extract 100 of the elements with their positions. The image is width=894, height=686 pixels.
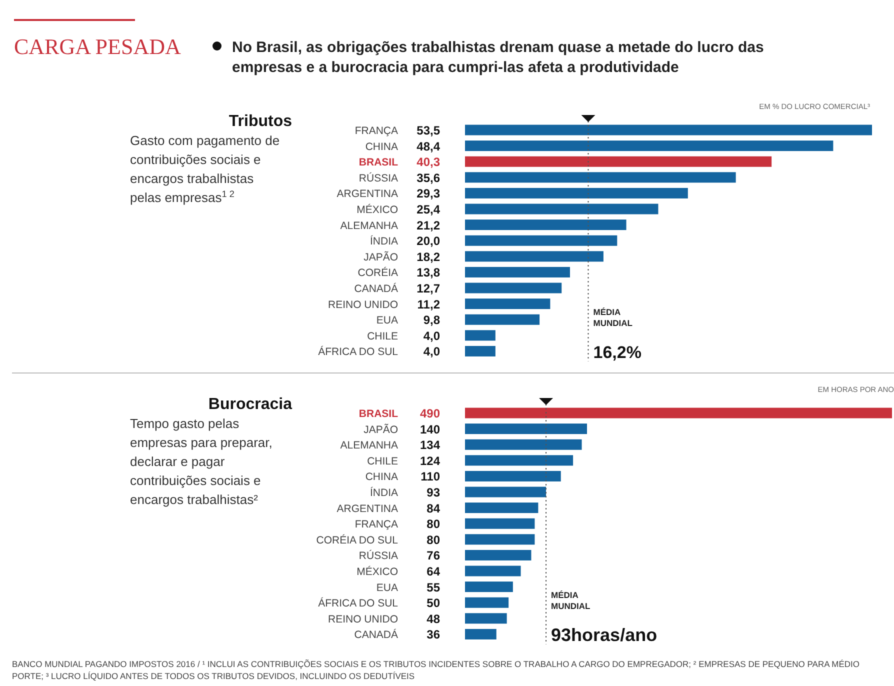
y-tick-label: CHILE	[367, 330, 398, 342]
bar	[465, 140, 834, 152]
bar	[465, 156, 772, 167]
y-tick-label: ÍNDIA	[370, 234, 398, 248]
y-tick-label: CORÉIA DO SUL	[316, 533, 398, 546]
ref-line-label: MÉDIA MUNDIAL	[593, 307, 632, 328]
bar	[465, 251, 604, 262]
y-tick-label: CANADÁ	[354, 628, 398, 642]
bar	[465, 518, 535, 529]
bar	[465, 613, 507, 624]
data-label: 18,2	[416, 250, 440, 264]
y-tick-label: ALEMANHA	[340, 220, 398, 232]
data-label: 25,4	[416, 202, 440, 216]
data-label: 4,0	[423, 344, 440, 359]
bar	[465, 298, 550, 310]
y-tick-label: MÉXICO	[356, 203, 398, 216]
y-tick-label: REINO UNIDO	[328, 613, 398, 626]
y-tick-label: ALEMANHA	[340, 440, 398, 452]
data-label: 53,5	[416, 124, 440, 138]
bar	[465, 204, 658, 214]
y-tick-label: CORÉIA	[358, 266, 398, 280]
text: Tempo gasto pelas empresas para preparar, declarar e pagar contribuições sociais e encargos trabalhistas²	[130, 416, 272, 507]
y-tick-label: MÉXICO	[356, 565, 398, 578]
bar	[465, 439, 582, 450]
text: Tributos	[228, 113, 292, 130]
data-label: 124	[420, 454, 440, 468]
y-tick-label: ÁFRICA DO SUL	[318, 596, 398, 610]
data-label: 93	[426, 486, 440, 500]
data-label: 76	[426, 548, 440, 563]
y-tick-label: FRANÇA	[354, 518, 398, 531]
y-tick-label: CANADÁ	[354, 282, 398, 295]
data-label: 110	[420, 470, 440, 484]
y-tick-label: JAPÃO	[364, 250, 398, 264]
y-tick-label: BRASIL	[358, 408, 399, 420]
bar	[465, 582, 513, 592]
data-label: 21,2	[416, 218, 440, 232]
bar	[465, 346, 496, 356]
bar	[465, 455, 574, 466]
bar	[465, 424, 587, 434]
data-label: 48	[426, 612, 440, 626]
data-label: 80	[426, 532, 440, 547]
bar	[465, 188, 688, 198]
bar	[465, 470, 561, 482]
bar	[465, 628, 496, 640]
y-tick-label: JAPÃO	[364, 422, 398, 436]
data-label: 140	[420, 422, 440, 436]
y-tick-label: EUA	[376, 582, 398, 594]
data-label: 40,3	[416, 155, 440, 170]
y-tick-label: CHINA	[365, 140, 398, 153]
data-label: 20,0	[416, 234, 440, 248]
data-label: 11,2	[417, 297, 440, 312]
y-tick-label: CHINA	[365, 471, 398, 484]
text: BANCO MUNDIAL PAGANDO IMPOSTOS 2016 / ¹ INCLUI AS CONTRIBUIÇÕES SOCIAIS E OS TRIBUTOS INCIDENTES SOBRE O TRABALHO A CARGO DO EMPREGADOR; ² EMPRESAS DE PEQUENO PARA MÉDIO PORTE; ³ LUCRO LÍQUIDO ANTES DE TODOS OS TRIBUTOS DEVIDOS, INCLUINDO OS DEDUTÍVEIS	[12, 659, 860, 681]
data-label: 80	[426, 517, 440, 532]
data-label: 4,0	[423, 328, 440, 343]
annotation: 16,2%	[593, 343, 642, 362]
data-label: 35,6	[416, 170, 440, 185]
text: No Brasil, as obrigações trabalhistas drenam quase a metade do lucro das empresas e a burocracia para cumpri-las afeta a produtividade	[232, 39, 764, 76]
bar	[465, 408, 892, 418]
data-label: 55	[426, 580, 440, 594]
bar	[465, 330, 496, 341]
data-label: 29,3	[416, 186, 440, 201]
bar	[465, 534, 535, 545]
y-tick-label: EUA	[376, 314, 398, 327]
data-label: 490	[420, 406, 440, 420]
y-tick-label: ARGENTINA	[336, 502, 398, 515]
y-tick-label: BRASIL	[358, 156, 399, 169]
data-label: 9,8	[423, 313, 440, 328]
bar	[465, 220, 626, 230]
bar	[465, 172, 736, 183]
annotation: 93horas/ano	[551, 625, 658, 646]
bar	[465, 282, 562, 294]
data-label: 50	[426, 596, 440, 610]
bar	[465, 266, 570, 278]
y-tick-label: ARGENTINA	[336, 188, 398, 200]
y-tick-label: REINO UNIDO	[328, 298, 398, 311]
y-tick-label: RÚSSIA	[358, 549, 398, 562]
y-tick-label: FRANÇA	[354, 125, 398, 137]
y-tick-label: ÍNDIA	[370, 486, 398, 499]
bar	[465, 502, 538, 514]
data-label: 84	[426, 501, 440, 516]
text: Burocracia	[208, 396, 292, 413]
bar	[465, 486, 546, 498]
y-tick-label: CHILE	[367, 455, 398, 468]
bar	[465, 597, 509, 608]
data-label: 12,7	[416, 282, 440, 296]
ref-line-label: MÉDIA MUNDIAL	[551, 590, 590, 612]
data-label: 36	[426, 628, 440, 642]
data-label: 64	[426, 564, 440, 578]
bar	[465, 566, 521, 576]
data-label: 48,4	[416, 139, 440, 154]
bar	[465, 550, 532, 560]
bar	[465, 124, 872, 136]
y-tick-label: RÚSSIA	[358, 171, 398, 184]
text: CARGA PESADA	[14, 34, 181, 59]
y-tick-label: ÁFRICA DO SUL	[318, 345, 398, 358]
bar	[465, 314, 540, 325]
text: Gasto com pagamento de contribuições sociais e encargos trabalhistas pelas empresas$^{1 2}$	[130, 133, 280, 205]
data-label: 134	[420, 438, 440, 452]
bar	[465, 235, 618, 246]
